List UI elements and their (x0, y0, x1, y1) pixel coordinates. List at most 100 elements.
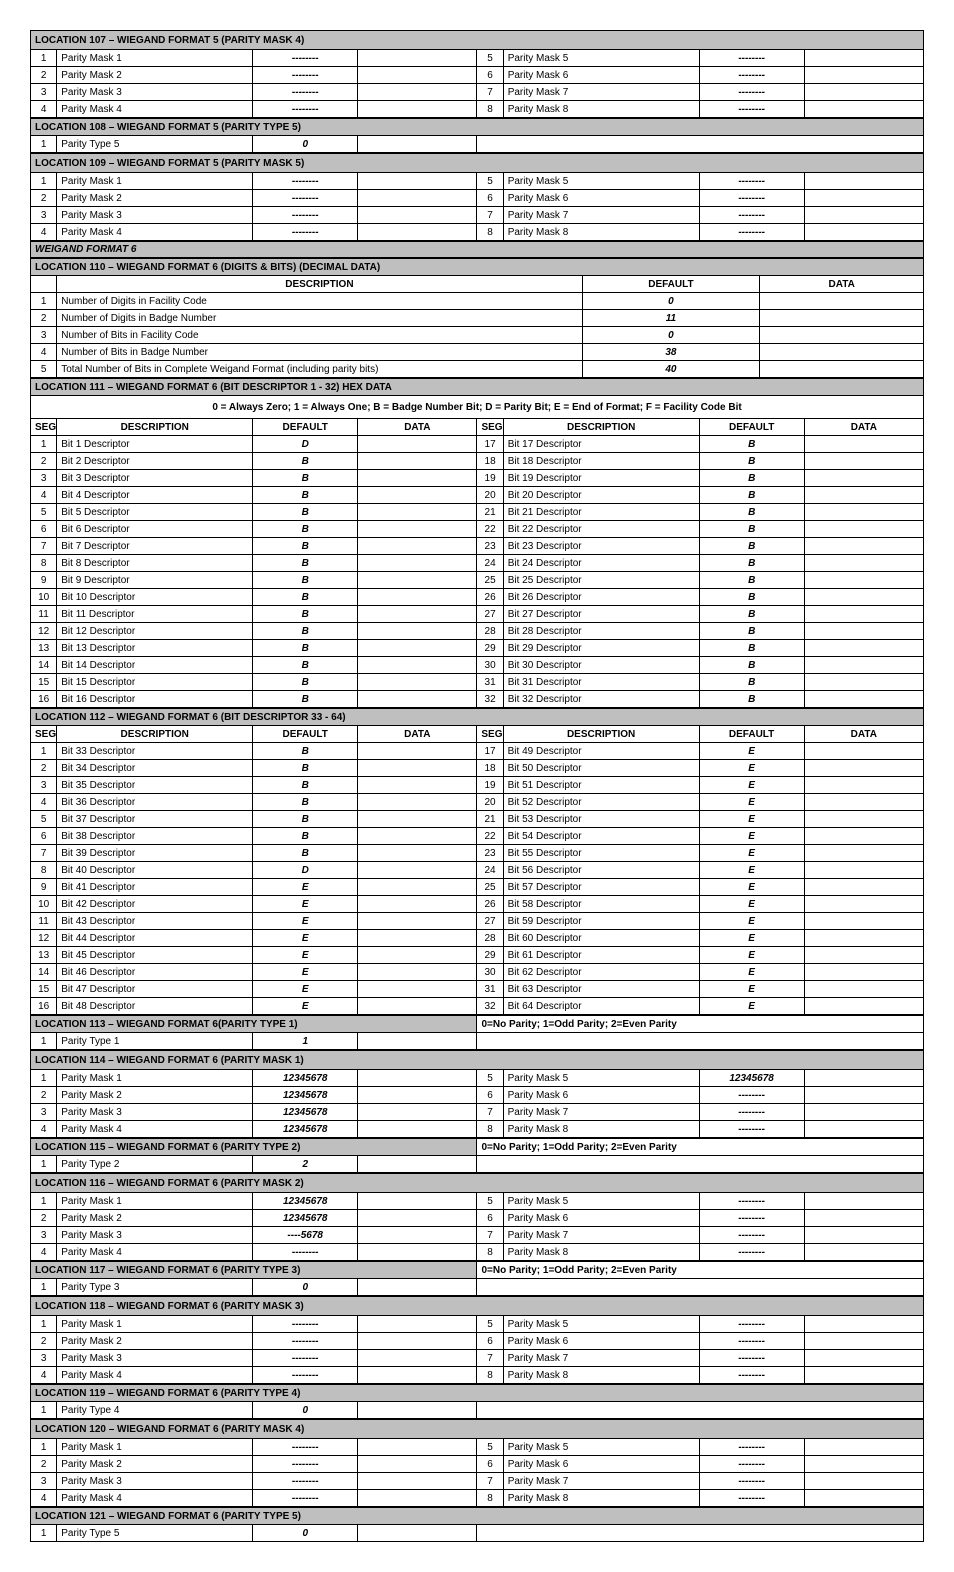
seg: 29 (477, 640, 503, 657)
table-row: 12Bit 12 DescriptorB28Bit 28 DescriptorB (31, 623, 924, 640)
data-cell (760, 310, 924, 327)
default: -------- (699, 67, 804, 84)
data-cell (358, 1087, 477, 1104)
seg: 28 (477, 623, 503, 640)
data-cell (358, 589, 477, 606)
data-cell (804, 1121, 923, 1138)
default: D (253, 436, 358, 453)
seg: 3 (31, 1473, 57, 1490)
default: 12345678 (253, 1121, 358, 1138)
seg: 7 (477, 1227, 503, 1244)
data-cell (804, 981, 923, 998)
default: -------- (699, 1367, 804, 1384)
default: B (699, 623, 804, 640)
default: E (699, 828, 804, 845)
desc: Bit 15 Descriptor (57, 674, 253, 691)
data-cell (358, 1490, 477, 1507)
desc: Parity Mask 6 (503, 1087, 699, 1104)
desc: Parity Mask 4 (57, 1367, 253, 1384)
table-row: 13Bit 45 DescriptorE29Bit 61 DescriptorE (31, 947, 924, 964)
default: E (253, 998, 358, 1015)
desc: Parity Mask 6 (503, 1333, 699, 1350)
data-cell (804, 845, 923, 862)
data-cell (358, 1156, 477, 1173)
section-title: LOCATION 110 – WIEGAND FORMAT 6 (DIGITS … (31, 259, 924, 276)
data-cell (358, 521, 477, 538)
default: B (699, 436, 804, 453)
desc: Bit 57 Descriptor (503, 879, 699, 896)
seg: 1 (31, 136, 57, 153)
data-cell (358, 67, 477, 84)
section-title: LOCATION 115 – WIEGAND FORMAT 6 (PARITY … (31, 1139, 477, 1156)
seg: 26 (477, 896, 503, 913)
data-cell (804, 84, 923, 101)
data-cell (358, 538, 477, 555)
seg: 6 (31, 828, 57, 845)
default: E (699, 930, 804, 947)
desc: Parity Mask 6 (503, 1456, 699, 1473)
desc: Bit 12 Descriptor (57, 623, 253, 640)
desc: Bit 8 Descriptor (57, 555, 253, 572)
seg: 5 (477, 1316, 503, 1333)
data-cell (358, 1350, 477, 1367)
data-cell (804, 572, 923, 589)
data-cell (804, 504, 923, 521)
seg: 5 (31, 811, 57, 828)
default: 0 (253, 1279, 358, 1296)
desc: Parity Mask 2 (57, 67, 253, 84)
default: 40 (582, 361, 760, 378)
desc: Parity Mask 4 (57, 1121, 253, 1138)
desc: Number of Digits in Facility Code (57, 293, 582, 310)
desc: Parity Mask 5 (503, 173, 699, 190)
seg: 3 (31, 1350, 57, 1367)
seg: 31 (477, 981, 503, 998)
seg: 7 (477, 207, 503, 224)
desc: Parity Mask 8 (503, 1367, 699, 1384)
mask-table: LOCATION 118 – WIEGAND FORMAT 6 (PARITY … (30, 1296, 924, 1384)
seg: 4 (31, 344, 57, 361)
seg: 2 (31, 1087, 57, 1104)
seg: 15 (31, 981, 57, 998)
desc: Bit 48 Descriptor (57, 998, 253, 1015)
desc: Parity Mask 4 (57, 224, 253, 241)
desc: Number of Digits in Badge Number (57, 310, 582, 327)
desc: Bit 61 Descriptor (503, 947, 699, 964)
table-row: 1Parity Type 11 (31, 1033, 924, 1050)
table-row: 4Bit 4 DescriptorB20Bit 20 DescriptorB (31, 487, 924, 504)
seg: 9 (31, 572, 57, 589)
hdr-data: DATA (760, 276, 924, 293)
seg: 16 (31, 691, 57, 708)
desc: Bit 3 Descriptor (57, 470, 253, 487)
data-cell (760, 293, 924, 310)
desc: Bit 39 Descriptor (57, 845, 253, 862)
mask-table: LOCATION 120 – WIEGAND FORMAT 6 (PARITY … (30, 1419, 924, 1507)
seg: 6 (31, 521, 57, 538)
desc: Parity Mask 5 (503, 1316, 699, 1333)
table-row: 16Bit 16 DescriptorB32Bit 32 DescriptorB (31, 691, 924, 708)
default: -------- (253, 84, 358, 101)
desc: Bit 22 Descriptor (503, 521, 699, 538)
parity-note: 0=No Parity; 1=Odd Parity; 2=Even Parity (477, 1016, 924, 1033)
default: -------- (253, 207, 358, 224)
desc: Bit 46 Descriptor (57, 964, 253, 981)
default: E (253, 981, 358, 998)
seg: 32 (477, 998, 503, 1015)
desc: Parity Type 3 (57, 1279, 253, 1296)
seg: 1 (31, 1193, 57, 1210)
seg: 27 (477, 606, 503, 623)
desc: Parity Mask 5 (503, 1439, 699, 1456)
seg: 5 (31, 361, 57, 378)
default: -------- (253, 1367, 358, 1384)
default: -------- (699, 1087, 804, 1104)
section-title: LOCATION 114 – WIEGAND FORMAT 6 (PARITY … (31, 1051, 924, 1070)
desc: Bit 16 Descriptor (57, 691, 253, 708)
default: -------- (253, 1244, 358, 1261)
default: 2 (253, 1156, 358, 1173)
data-cell (358, 606, 477, 623)
desc: Parity Mask 2 (57, 1333, 253, 1350)
table-row: 10Bit 42 DescriptorE26Bit 58 DescriptorE (31, 896, 924, 913)
seg: 3 (31, 1227, 57, 1244)
desc: Bit 52 Descriptor (503, 794, 699, 811)
seg: 5 (477, 1193, 503, 1210)
seg: 23 (477, 845, 503, 862)
